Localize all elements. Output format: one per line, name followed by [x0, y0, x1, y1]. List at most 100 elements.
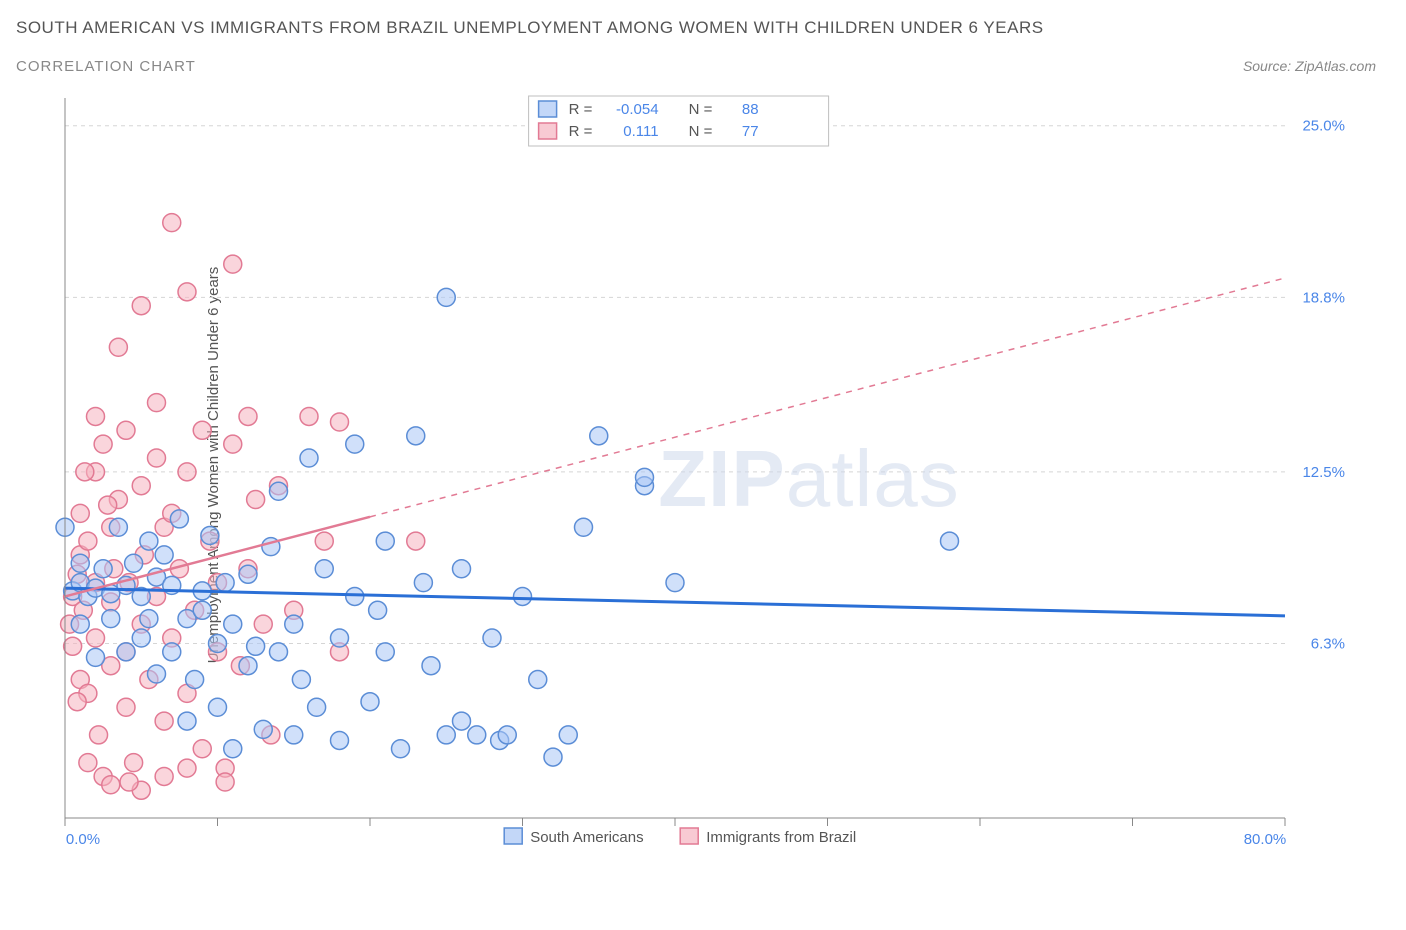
data-point: [331, 629, 349, 647]
x-tick-label: 0.0%: [66, 831, 100, 848]
data-point: [132, 477, 150, 495]
data-point: [254, 615, 272, 633]
data-point: [102, 610, 120, 628]
data-point: [163, 214, 181, 232]
data-point: [468, 726, 486, 744]
data-point: [247, 491, 265, 509]
data-point: [666, 574, 684, 592]
data-point: [99, 496, 117, 514]
data-point: [71, 615, 89, 633]
data-point: [209, 698, 227, 716]
data-point: [453, 712, 471, 730]
stats-r-label: R =: [569, 123, 593, 140]
data-point: [636, 468, 654, 486]
data-point: [148, 665, 166, 683]
data-point: [117, 643, 135, 661]
data-point: [94, 560, 112, 578]
data-point: [376, 643, 394, 661]
data-point: [201, 527, 219, 545]
stats-r-value: -0.054: [616, 101, 659, 118]
data-point: [148, 449, 166, 467]
y-tick-label: 12.5%: [1302, 464, 1345, 481]
data-point: [453, 560, 471, 578]
data-point: [102, 776, 120, 794]
data-point: [575, 518, 593, 536]
data-point: [437, 288, 455, 306]
data-point: [392, 740, 410, 758]
data-point: [117, 698, 135, 716]
data-point: [216, 574, 234, 592]
data-point: [224, 435, 242, 453]
data-point: [193, 601, 211, 619]
stats-n-value: 77: [742, 123, 759, 140]
data-point: [178, 463, 196, 481]
data-point: [331, 731, 349, 749]
data-point: [414, 574, 432, 592]
chart-subtitle: CORRELATION CHART: [16, 58, 196, 75]
stats-n-label: N =: [689, 101, 713, 118]
data-point: [132, 629, 150, 647]
legend-label: South Americans: [530, 829, 643, 846]
x-tick-label: 80.0%: [1244, 831, 1287, 848]
data-point: [361, 693, 379, 711]
legend-swatch: [504, 828, 522, 844]
scatter-plot-svg: 6.3%12.5%18.8%25.0%ZIPatlas0.0%80.0%R =-…: [55, 88, 1355, 888]
data-point: [170, 510, 188, 528]
data-point: [224, 740, 242, 758]
data-point: [68, 693, 86, 711]
data-point: [209, 635, 227, 653]
data-point: [155, 767, 173, 785]
legend-label: Immigrants from Brazil: [706, 829, 856, 846]
data-point: [369, 601, 387, 619]
data-point: [941, 532, 959, 550]
data-point: [90, 726, 108, 744]
data-point: [559, 726, 577, 744]
stats-r-value: 0.111: [623, 123, 658, 140]
chart-title: SOUTH AMERICAN VS IMMIGRANTS FROM BRAZIL…: [16, 18, 1044, 38]
data-point: [300, 449, 318, 467]
data-point: [79, 532, 97, 550]
y-tick-label: 18.8%: [1302, 289, 1345, 306]
stats-swatch: [539, 101, 557, 117]
data-point: [437, 726, 455, 744]
data-point: [148, 394, 166, 412]
data-point: [178, 283, 196, 301]
data-point: [529, 671, 547, 689]
data-point: [193, 740, 211, 758]
source-attribution: Source: ZipAtlas.com: [1243, 58, 1376, 74]
data-point: [155, 712, 173, 730]
chart-plot-area: 6.3%12.5%18.8%25.0%ZIPatlas0.0%80.0%R =-…: [55, 88, 1385, 878]
data-point: [376, 532, 394, 550]
data-point: [178, 759, 196, 777]
data-point: [514, 587, 532, 605]
data-point: [76, 463, 94, 481]
data-point: [125, 754, 143, 772]
data-point: [590, 427, 608, 445]
data-point: [315, 532, 333, 550]
data-point: [163, 643, 181, 661]
stats-swatch: [539, 123, 557, 139]
data-point: [216, 773, 234, 791]
data-point: [132, 297, 150, 315]
data-point: [71, 554, 89, 572]
data-point: [285, 615, 303, 633]
data-point: [79, 754, 97, 772]
data-point: [270, 643, 288, 661]
data-point: [247, 637, 265, 655]
data-point: [422, 657, 440, 675]
stats-r-label: R =: [569, 101, 593, 118]
data-point: [239, 657, 257, 675]
data-point: [270, 482, 288, 500]
data-point: [186, 671, 204, 689]
data-point: [87, 629, 105, 647]
data-point: [178, 712, 196, 730]
data-point: [87, 648, 105, 666]
data-point: [155, 546, 173, 564]
data-point: [224, 255, 242, 273]
data-point: [125, 554, 143, 572]
data-point: [285, 726, 303, 744]
data-point: [109, 338, 127, 356]
data-point: [71, 504, 89, 522]
watermark: ZIPatlas: [658, 434, 959, 523]
data-point: [483, 629, 501, 647]
